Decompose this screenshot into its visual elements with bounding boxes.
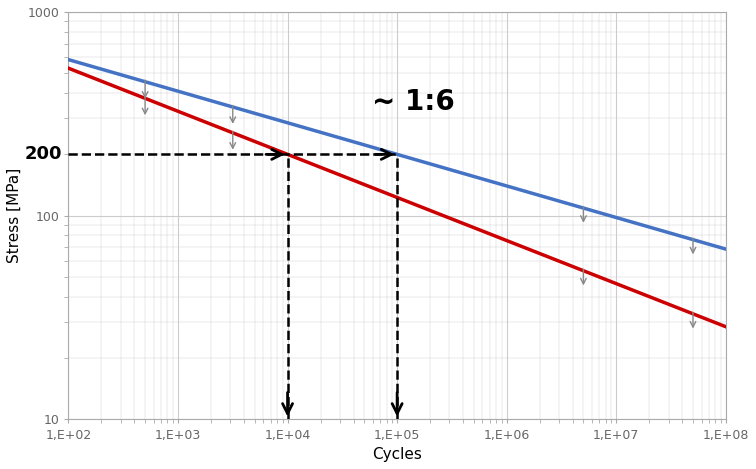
- Y-axis label: Stress [MPa]: Stress [MPa]: [7, 168, 22, 263]
- Text: 200: 200: [24, 145, 62, 163]
- Text: ~ 1:6: ~ 1:6: [372, 88, 455, 115]
- X-axis label: Cycles: Cycles: [372, 447, 422, 462]
